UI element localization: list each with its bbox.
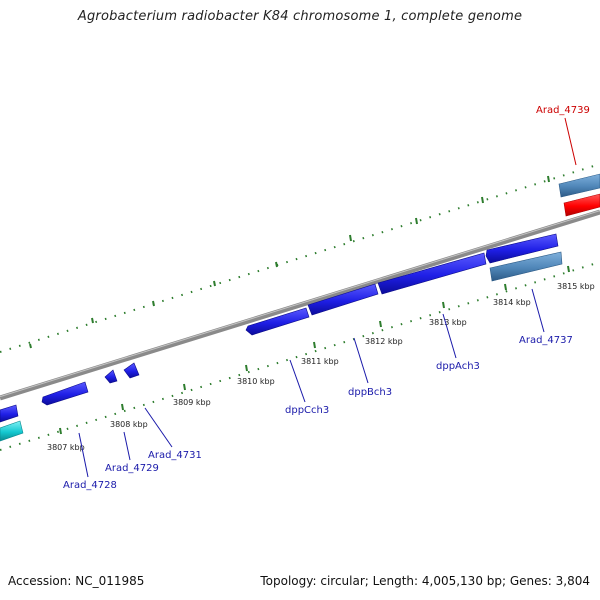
scale-label-3809: 3809 kbp <box>173 398 211 407</box>
gene-arrow-arad-4729[interactable] <box>41 381 89 406</box>
gene-label-arad-4728[interactable]: Arad_4728 <box>63 480 117 491</box>
scale-label-3812: 3812 kbp <box>365 337 403 346</box>
gene-label-dppcch3[interactable]: dppCch3 <box>285 405 329 416</box>
gene-arrow-dppcch3[interactable] <box>245 307 310 336</box>
gene-label-leader-arad-4739 <box>564 117 577 166</box>
inner-major-ticks <box>59 265 570 435</box>
gene-arrow-arad-4728[interactable] <box>0 404 19 423</box>
gene-label-dppbch3[interactable]: dppBch3 <box>348 387 392 398</box>
gene-label-leaders <box>78 288 545 478</box>
genome-summary-text: Topology: circular; Length: 4,005,130 bp… <box>260 574 590 588</box>
gene-label-arad-4729[interactable]: Arad_4729 <box>105 463 159 474</box>
gene-arrow-arad-4731[interactable] <box>123 362 140 379</box>
gene-arrow-arad-4736[interactable] <box>485 233 559 264</box>
scale-label-3814: 3814 kbp <box>493 298 531 307</box>
gene-label-arad-4737[interactable]: Arad_4737 <box>519 335 573 346</box>
reverse-strand-genes <box>0 233 559 423</box>
outer-major-ticks <box>29 175 550 349</box>
gene-label-dppach3[interactable]: dppAch3 <box>436 361 480 372</box>
gene-arrow-arad-4737[interactable] <box>489 251 563 282</box>
scale-label-3807: 3807 kbp <box>47 443 85 452</box>
genome-backbone <box>0 209 600 401</box>
scale-label-3815: 3815 kbp <box>557 282 595 291</box>
scale-label-3813: 3813 kbp <box>429 318 467 327</box>
gene-arrow-dppach3[interactable] <box>377 252 487 295</box>
gene-arrow-arad-4738[interactable] <box>558 173 600 198</box>
gene-arrow-dppbch3[interactable] <box>307 283 379 316</box>
gene-arrow-arad-4730[interactable] <box>104 369 118 384</box>
gene-arrow-arad-4727[interactable] <box>0 420 24 442</box>
genome-backbone-highlight <box>0 210 600 398</box>
gene-arrow-arad-4739[interactable] <box>563 193 600 217</box>
accession-text: Accession: NC_011985 <box>8 574 145 588</box>
map-title: Agrobacterium radiobacter K84 chromosome… <box>77 9 523 24</box>
inner-tick-track <box>0 261 600 451</box>
gene-label-arad-4739[interactable]: Arad_4739 <box>536 105 590 116</box>
scale-label-3811: 3811 kbp <box>301 357 339 366</box>
scale-label-3810: 3810 kbp <box>237 377 275 386</box>
scale-label-3808: 3808 kbp <box>110 420 148 429</box>
gene-label-arad-4731[interactable]: Arad_4731 <box>148 450 202 461</box>
